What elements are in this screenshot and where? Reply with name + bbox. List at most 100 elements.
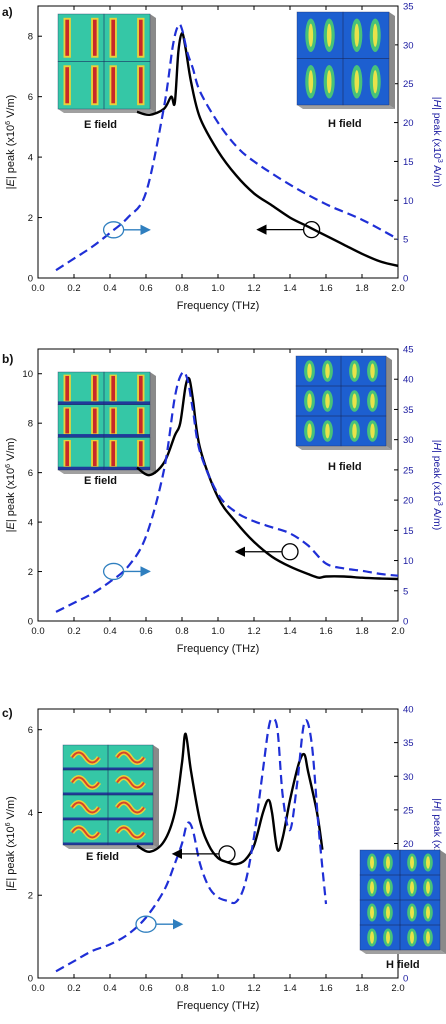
- y-left-axis-label: |E| peak (x106 V/m): [5, 438, 17, 533]
- x-tick-label: 2.0: [391, 983, 404, 994]
- h-field-inset: [359, 849, 446, 954]
- x-tick-label: 0.0: [31, 626, 44, 637]
- y-right-tick-label: 15: [403, 526, 414, 537]
- y-right-tick-label: 25: [403, 465, 414, 476]
- y-right-tick-label: 15: [403, 157, 414, 168]
- x-tick-label: 0.6: [139, 626, 152, 637]
- y-right-tick-label: 40: [403, 705, 414, 716]
- x-tick-label: 0.4: [103, 983, 116, 994]
- y-right-tick-label: 0: [403, 274, 408, 285]
- e-field-inset: [57, 13, 156, 113]
- y-right-tick-label: 0: [403, 974, 408, 985]
- x-tick-label: 1.8: [355, 626, 368, 637]
- panel-label: b): [2, 352, 13, 366]
- y-left-tick-label: 2: [28, 213, 33, 224]
- h-field-series-line: [55, 23, 398, 272]
- y-right-tick-label: 10: [403, 556, 414, 567]
- y-left-tick-label: 8: [28, 419, 33, 430]
- y-right-tick-label: 5: [403, 586, 408, 597]
- y-left-tick-label: 10: [22, 369, 33, 380]
- y-right-tick-label: 30: [403, 435, 414, 446]
- panel-a: a)0.0 0.2 0.4 0.6 0.8 1.0 1.2 1.4 1.6 1.8 2.002468…: [2, 2, 443, 313]
- y-right-tick-label: 20: [403, 496, 414, 507]
- e-field-label: E field: [86, 851, 119, 863]
- y-right-tick-label: 30: [403, 40, 414, 51]
- x-tick-label: 0.6: [139, 983, 152, 994]
- x-tick-label: 0.8: [175, 283, 188, 294]
- x-tick-label: 0.0: [31, 983, 44, 994]
- y-left-tick-label: 4: [28, 808, 33, 819]
- x-tick-label: 1.4: [283, 626, 296, 637]
- y-right-axis-label: |H| peak (x103 A/m): [431, 97, 443, 188]
- h-field-label: H field: [386, 959, 420, 971]
- x-tick-label: 1.2: [247, 283, 260, 294]
- x-tick-label: 0.2: [67, 626, 80, 637]
- panel-b: b)0.0 0.2 0.4 0.6 0.8 1.0 1.2 1.4 1.6 1.8 2.002468…: [2, 345, 443, 656]
- h-field-series-line: [55, 717, 328, 973]
- y-left-axis-label: |E| peak (x106 V/m): [5, 95, 17, 190]
- panel-c: c)0.0 0.2 0.4 0.6 0.8 1.0 1.2 1.4 1.6 1.8 2.002460…: [2, 705, 446, 1012]
- h-field-label: H field: [328, 118, 362, 130]
- x-tick-label: 1.4: [283, 983, 296, 994]
- x-tick-label: 1.6: [319, 283, 332, 294]
- x-tick-label: 0.8: [175, 626, 188, 637]
- panel-label: c): [2, 706, 13, 720]
- x-tick-label: 0.8: [175, 983, 188, 994]
- e-axis-indicator-circle: [281, 543, 299, 561]
- y-right-tick-label: 45: [403, 345, 414, 356]
- y-left-tick-label: 2: [28, 567, 33, 578]
- e-field-series-line: [136, 376, 398, 581]
- y-left-tick-label: 6: [28, 468, 33, 479]
- y-left-tick-label: 4: [28, 153, 33, 164]
- e-axis-indicator-circle: [218, 845, 236, 863]
- y-right-tick-label: 10: [403, 196, 414, 207]
- h-field-inset: [295, 355, 392, 450]
- y-right-tick-label: 30: [403, 772, 414, 783]
- x-tick-label: 0.4: [103, 626, 116, 637]
- y-left-axis-label: |E| peak (x106 V/m): [5, 796, 17, 891]
- x-tick-label: 1.8: [355, 983, 368, 994]
- e-field-series-line: [136, 732, 324, 866]
- x-tick-label: 1.0: [211, 983, 224, 994]
- y-right-tick-label: 20: [403, 839, 414, 850]
- y-left-tick-label: 0: [28, 617, 33, 628]
- x-tick-label: 1.0: [211, 626, 224, 637]
- e-field-inset: [62, 744, 159, 849]
- x-tick-label: 0.6: [139, 283, 152, 294]
- y-right-tick-label: 35: [403, 405, 414, 416]
- y-right-tick-label: 25: [403, 805, 414, 816]
- e-field-series-line: [136, 31, 398, 268]
- y-left-tick-label: 8: [28, 32, 33, 43]
- x-tick-label: 2.0: [391, 626, 404, 637]
- h-field-inset: [296, 11, 395, 109]
- y-right-tick-label: 35: [403, 738, 414, 749]
- x-tick-label: 1.6: [319, 626, 332, 637]
- y-right-tick-label: 25: [403, 79, 414, 90]
- y-right-tick-label: 40: [403, 375, 414, 386]
- y-right-tick-label: 0: [403, 617, 408, 628]
- h-axis-indicator-circle: [102, 562, 125, 581]
- x-tick-label: 1.0: [211, 283, 224, 294]
- e-field-label: E field: [84, 119, 117, 131]
- y-left-tick-label: 6: [28, 92, 33, 103]
- x-axis-label: Frequency (THz): [177, 1000, 260, 1012]
- x-tick-label: 1.4: [283, 283, 296, 294]
- y-left-tick-label: 0: [28, 974, 33, 985]
- y-right-tick-label: 20: [403, 118, 414, 129]
- panel-label: a): [2, 5, 13, 19]
- x-tick-label: 1.2: [247, 626, 260, 637]
- x-tick-label: 1.2: [247, 983, 260, 994]
- x-tick-label: 0.0: [31, 283, 44, 294]
- y-left-tick-label: 4: [28, 518, 33, 529]
- h-field-label: H field: [328, 461, 362, 473]
- x-tick-label: 0.4: [103, 283, 116, 294]
- e-field-label: E field: [84, 475, 117, 487]
- x-tick-label: 1.6: [319, 983, 332, 994]
- e-field-inset: [57, 371, 156, 474]
- x-tick-label: 0.2: [67, 983, 80, 994]
- y-left-tick-label: 6: [28, 725, 33, 736]
- x-tick-label: 2.0: [391, 283, 404, 294]
- x-tick-label: 0.2: [67, 283, 80, 294]
- y-right-tick-label: 5: [403, 235, 408, 246]
